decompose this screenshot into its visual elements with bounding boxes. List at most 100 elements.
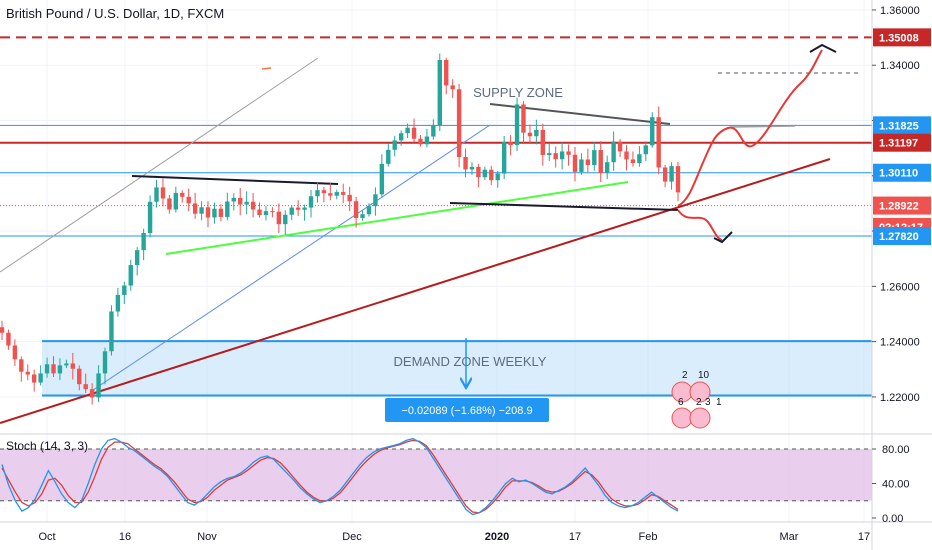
stoch-title: Stoch (14, 3, 3) [6, 439, 88, 453]
price-badge-label: 1.31825 [879, 120, 919, 132]
candle-body [675, 166, 681, 193]
candle-body [51, 364, 56, 374]
blue-trend-line [89, 124, 491, 393]
time-tick-label: 17 [858, 531, 870, 543]
candle-body [559, 151, 565, 160]
supply-line [489, 103, 671, 125]
candle-body [122, 285, 127, 295]
price-badge [873, 227, 931, 246]
candle-body [115, 294, 121, 312]
candle-body [611, 141, 616, 163]
candle-body [77, 368, 82, 385]
candle-body [431, 125, 436, 137]
candle-body [128, 265, 133, 286]
candle-body [617, 141, 623, 152]
candle-body [6, 332, 11, 346]
price-badge [873, 116, 931, 135]
price-badge [873, 28, 931, 47]
small-orange-mark [261, 67, 272, 70]
candle-body [0, 327, 5, 333]
candle-body [585, 159, 591, 166]
candle-body [392, 140, 397, 150]
stoch-k-line [1, 437, 679, 516]
candle-body [437, 59, 442, 126]
drawings-front-layer: SUPPLY ZONE −0.02089 (−1.68%) −208.9 2 10 6 2… [385, 43, 837, 429]
candle-body [450, 85, 455, 90]
candle-body [70, 363, 76, 369]
candle-body [44, 364, 50, 374]
candle-body [418, 138, 423, 145]
stoch-tick-label: 40.00 [882, 479, 910, 491]
candle-body [31, 374, 37, 383]
candle-body [25, 371, 30, 375]
candle-body [366, 206, 372, 215]
time-tick-label: 16 [119, 531, 131, 543]
event-badge-count: 2 [682, 370, 688, 381]
candle-body [501, 142, 507, 174]
candle-body [102, 351, 108, 374]
price-tick-label: 1.36000 [880, 5, 920, 17]
event-badge-count: 3 [705, 397, 711, 408]
candle-body [238, 197, 243, 205]
candle-body [147, 201, 153, 233]
candle-body [469, 166, 475, 170]
demand-zone-box [42, 341, 872, 396]
candle-body [173, 192, 179, 210]
time-tick-label: 17 [569, 531, 581, 543]
candle-body [579, 159, 584, 172]
chart-title: British Pound / U.S. Dollar, 1D, FXCM [6, 6, 225, 21]
stochastic-pane: Stoch (14, 3, 3) [0, 433, 932, 516]
candle-body [263, 211, 269, 216]
price-badge [873, 163, 931, 182]
candle-body [604, 162, 610, 174]
candle-body [257, 209, 262, 216]
candles-layer [0, 53, 681, 405]
candle-body [96, 373, 101, 398]
candle-body [334, 192, 339, 196]
candle-body [456, 89, 462, 157]
candle-body [205, 207, 211, 218]
candle-body [411, 127, 417, 139]
candle-body [244, 201, 249, 205]
candle-body [135, 250, 140, 266]
candle-body [662, 167, 668, 182]
candle-body [289, 207, 294, 215]
candle-body [180, 192, 185, 197]
candle-body [353, 201, 359, 219]
candle-body [341, 192, 346, 195]
candle-body [231, 197, 236, 202]
candle-body [109, 311, 114, 352]
green-support-line [165, 181, 629, 255]
black-base-line [449, 202, 679, 211]
candle-body [463, 156, 468, 170]
candle-body [64, 363, 69, 366]
candle-body [386, 149, 391, 164]
candle-body [57, 365, 63, 374]
gray-channel-line [0, 57, 319, 273]
candle-body [19, 359, 24, 372]
candle-body [656, 117, 661, 168]
candle-body [347, 194, 352, 202]
candle-body [598, 150, 603, 174]
candle-body [592, 150, 597, 166]
candle-body [373, 194, 378, 207]
candle-body [38, 373, 43, 383]
candle-body [308, 196, 314, 208]
candle-body [521, 104, 526, 133]
candle-body [495, 173, 500, 181]
gray-short-line [729, 125, 796, 128]
candle-body [398, 133, 404, 141]
candle-body [270, 211, 275, 213]
candle-body [630, 159, 636, 164]
candle-body [192, 203, 198, 214]
candle-body [276, 211, 282, 225]
candle-body [328, 193, 333, 196]
supply-zone-label: SUPPLY ZONE [473, 85, 563, 100]
event-badge-count: 1 [716, 397, 722, 408]
stoch-band [0, 449, 872, 501]
candle-body [405, 127, 410, 134]
candle-body [650, 117, 655, 146]
projection-up-arrow [809, 43, 837, 53]
drawings-back-layer: DEMAND ZONE WEEKLY [0, 36, 872, 424]
